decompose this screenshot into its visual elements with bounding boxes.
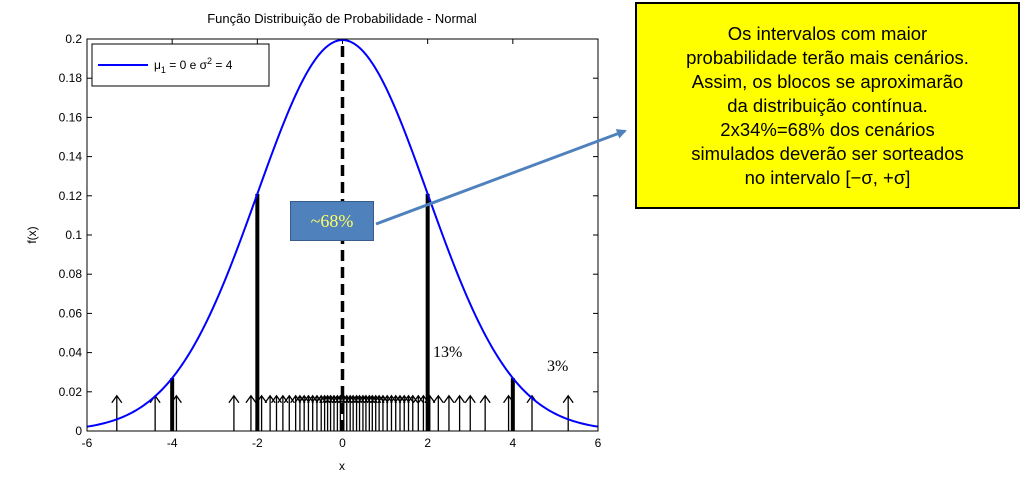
x-axis-label: x <box>339 459 345 473</box>
legend-mu: μ <box>154 58 161 72</box>
sample-arrows <box>111 394 574 431</box>
sample-arrow <box>479 394 491 431</box>
legend-sigma-sup: 2 <box>207 56 212 66</box>
plot-frame <box>86 38 599 432</box>
sample-arrow <box>111 394 123 431</box>
legend-mu-sub: 1 <box>161 65 166 75</box>
sample-arrow <box>228 394 240 431</box>
x-tick-label: 2 <box>424 436 431 450</box>
y-tick-label: 0.16 <box>59 110 83 124</box>
legend-label: μ1 = 0 e σ2 = 4 <box>154 56 233 75</box>
center-percentage-box: ~68% <box>290 201 374 241</box>
sample-arrow <box>245 394 257 431</box>
x-tick-label: -6 <box>82 436 93 450</box>
callout-text: Os intervalos com maior probabilidade te… <box>686 22 969 188</box>
y-tick-label: 0.2 <box>65 32 82 46</box>
y-tick-label: 0.08 <box>59 267 83 281</box>
y-tick-label: 0.18 <box>59 71 83 85</box>
sample-arrow <box>407 394 419 431</box>
y-tick-label: 0.1 <box>65 228 82 242</box>
pdf-curve-line <box>86 39 599 428</box>
callout-box: Os intervalos com maior probabilidade te… <box>635 2 1020 209</box>
y-tick-label: 0 <box>75 424 82 438</box>
y-tick-label: 0.12 <box>59 189 83 203</box>
x-tick-label: 0 <box>339 436 346 450</box>
sample-arrow <box>443 394 455 431</box>
tail-percentage-3: 3% <box>547 358 569 375</box>
y-tick-label: 0.02 <box>59 385 83 399</box>
sample-arrow <box>562 394 574 431</box>
legend-mid: = 0 e σ <box>166 58 208 72</box>
sample-arrow <box>464 394 476 431</box>
sample-arrow <box>432 394 444 431</box>
y-axis-label: f(x) <box>25 226 39 243</box>
x-tick-label: -4 <box>167 436 178 450</box>
tail-percentage-13: 13% <box>433 344 463 361</box>
center-percentage-label: ~68% <box>310 210 354 231</box>
sample-arrow <box>412 394 424 431</box>
chart-title: Função Distribuição de Probabilidade - N… <box>207 11 477 26</box>
y-tick-label: 0.14 <box>59 150 83 164</box>
y-tick-label: 0.06 <box>59 306 83 320</box>
legend-end: = 4 <box>212 58 233 72</box>
sample-arrow <box>454 394 466 431</box>
x-tick-label: 4 <box>509 436 516 450</box>
legend: μ1 = 0 e σ2 = 4 <box>91 43 270 87</box>
x-tick-label: -2 <box>252 436 263 450</box>
x-tick-label: 6 <box>595 436 602 450</box>
callout-arrow <box>375 129 627 226</box>
y-tick-label: 0.04 <box>59 346 83 360</box>
